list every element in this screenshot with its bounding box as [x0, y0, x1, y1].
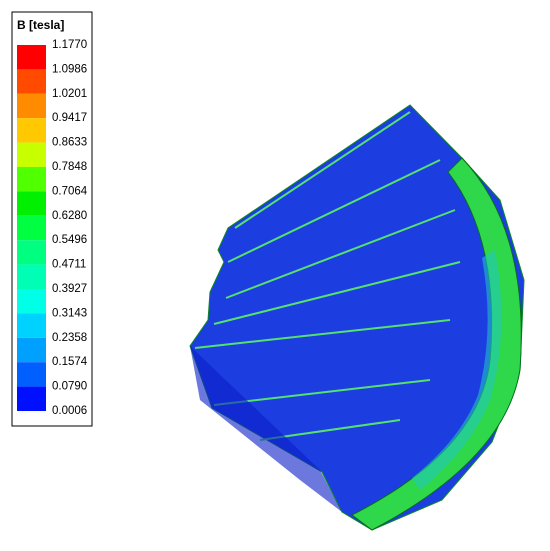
color-swatch: [17, 313, 46, 338]
shade: [190, 346, 342, 512]
level-label: 0.3143: [52, 307, 87, 319]
level-label: 0.7064: [52, 185, 88, 197]
tooth-edge: [234, 111, 411, 229]
level-label: 0.1574: [52, 356, 88, 368]
color-swatch: [17, 142, 46, 167]
level-label: 0.2358: [52, 332, 87, 344]
tooth-edge: [213, 379, 431, 406]
level-label: 0.3927: [52, 283, 87, 295]
color-swatch: [17, 191, 46, 216]
level-label: 1.0986: [52, 63, 87, 75]
level-label: 0.5496: [52, 234, 87, 246]
tooth-edge: [194, 319, 451, 349]
color-swatch: [17, 69, 46, 94]
model: [189, 104, 525, 531]
level-label: 0.4711: [52, 259, 86, 271]
level-label: 0.9417: [52, 112, 87, 124]
level-label: 0.6280: [52, 210, 87, 222]
tooth-edge: [225, 209, 456, 299]
legend-title: B [tesla]: [17, 18, 64, 32]
tooth-edge: [213, 261, 461, 325]
color-swatch: [17, 289, 46, 314]
color-swatch: [17, 264, 46, 289]
level-label: 1.0201: [52, 88, 87, 100]
color-swatch: [17, 93, 46, 119]
color-swatch: [17, 215, 46, 241]
color-swatch: [17, 118, 46, 143]
level-label: 0.8633: [52, 137, 87, 149]
color-swatch: [17, 167, 46, 192]
legend: B [tesla] 1.1770 1.0986 1.0201 0.9417 0.8633…: [11, 11, 93, 427]
color-swatch: [17, 45, 46, 70]
level-label: 1.1770: [52, 39, 87, 51]
model-body: [189, 104, 525, 531]
level-label: 0.0006: [52, 405, 87, 417]
color-swatch: [17, 362, 46, 387]
ring-inner: [412, 250, 502, 490]
level-label: 0.7848: [52, 161, 87, 173]
color-swatch: [17, 386, 46, 411]
level-label: 0.0790: [52, 381, 87, 393]
color-swatch: [17, 240, 46, 265]
color-swatch: [17, 337, 46, 363]
tooth-edge: [227, 159, 441, 263]
